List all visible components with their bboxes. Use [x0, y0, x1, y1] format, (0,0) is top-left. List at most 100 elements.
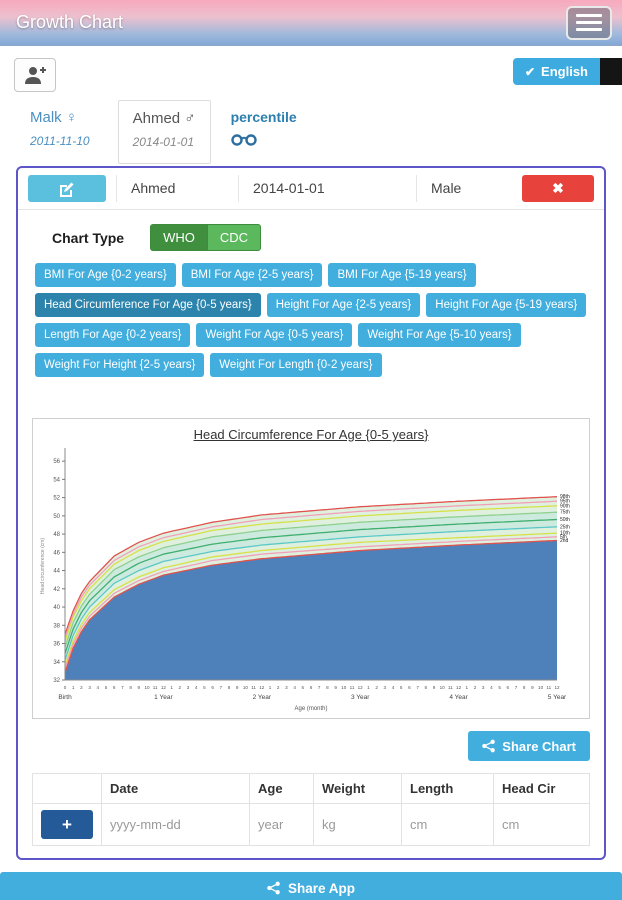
language-label: English [541, 64, 588, 79]
table-entry-row: + [32, 803, 590, 846]
svg-text:2: 2 [179, 685, 182, 690]
age-input[interactable] [258, 817, 305, 832]
svg-text:12: 12 [358, 685, 364, 690]
share-app-button[interactable]: Share App [0, 872, 622, 900]
svg-text:52: 52 [53, 496, 60, 502]
svg-text:7: 7 [416, 685, 419, 690]
svg-text:Birth: Birth [58, 694, 72, 701]
svg-text:48: 48 [53, 532, 60, 538]
svg-text:5: 5 [302, 685, 305, 690]
menu-button[interactable] [566, 5, 612, 40]
chart-type-option-bmi-2-5[interactable]: BMI For Age {2-5 years} [181, 263, 323, 287]
svg-text:12: 12 [456, 685, 462, 690]
chart-type-option-bmi-0-2[interactable]: BMI For Age {0-2 years} [35, 263, 176, 287]
chart-type-option-weight-height-2-5[interactable]: Weight For Height {2-5 years} [35, 353, 205, 377]
edit-patient-button[interactable] [28, 175, 106, 202]
standard-cdc-button[interactable]: CDC [206, 224, 262, 251]
header-add [32, 773, 102, 804]
header-age: Age [249, 773, 314, 804]
svg-text:10th: 10th [560, 531, 570, 537]
svg-text:10: 10 [144, 685, 150, 690]
patient-tab-ahmed[interactable]: Ahmed ♂ 2014-01-01 [117, 100, 211, 164]
svg-text:11: 11 [251, 685, 256, 690]
svg-text:75th: 75th [560, 510, 570, 516]
svg-text:40: 40 [53, 605, 60, 611]
patient-gender-value: Male [416, 175, 522, 202]
svg-text:10: 10 [341, 685, 347, 690]
svg-text:2: 2 [80, 685, 83, 690]
svg-text:42: 42 [53, 587, 60, 593]
language-menu-stub[interactable] [600, 58, 622, 85]
svg-text:6: 6 [507, 685, 510, 690]
chart-type-option-length-0-2[interactable]: Length For Age {0-2 years} [35, 323, 191, 347]
chart-type-option-headcirc-0-5[interactable]: Head Circumference For Age {0-5 years} [35, 293, 261, 317]
length-input[interactable] [410, 817, 485, 832]
svg-text:7: 7 [318, 685, 321, 690]
head-cir-input[interactable] [502, 817, 581, 832]
percentile-toggle[interactable]: percentile [211, 100, 317, 164]
chart-type-option-weight-length-0-2[interactable]: Weight For Length {0-2 years} [210, 353, 382, 377]
language-button[interactable]: ✔ English [512, 58, 600, 85]
chart-type-option-weight-age-5-10[interactable]: Weight For Age {5-10 years} [358, 323, 521, 347]
chart-type-options: BMI For Age {0-2 years} BMI For Age {2-5… [18, 255, 604, 388]
svg-text:9: 9 [236, 685, 239, 690]
edit-icon [60, 182, 74, 197]
svg-text:12: 12 [554, 685, 560, 690]
svg-text:6: 6 [113, 685, 116, 690]
svg-text:Age (month): Age (month) [294, 706, 327, 712]
svg-text:7: 7 [121, 685, 124, 690]
patient-dob-value: 2014-01-01 [238, 175, 416, 202]
patient-tab-malk[interactable]: Malk ♀ 2011-11-10 [16, 100, 104, 164]
share-icon [482, 739, 496, 753]
svg-text:9: 9 [433, 685, 436, 690]
svg-text:10: 10 [243, 685, 249, 690]
svg-text:1: 1 [466, 685, 469, 690]
svg-text:5: 5 [498, 685, 501, 690]
weight-input[interactable] [322, 817, 393, 832]
svg-text:11: 11 [448, 685, 453, 690]
share-chart-row: Share Chart [18, 727, 604, 771]
svg-text:7: 7 [220, 685, 223, 690]
svg-text:3: 3 [384, 685, 387, 690]
svg-text:44: 44 [53, 569, 60, 575]
svg-text:38: 38 [53, 623, 60, 629]
svg-text:50th: 50th [560, 517, 570, 523]
svg-text:2nd: 2nd [560, 538, 569, 544]
patient-name: Malk ♀ [30, 109, 78, 126]
svg-text:10: 10 [440, 685, 446, 690]
svg-text:4: 4 [490, 685, 493, 690]
svg-text:32: 32 [53, 678, 60, 684]
menu-icon [576, 14, 602, 17]
patient-dob: 2011-11-10 [30, 134, 90, 148]
share-icon [267, 881, 280, 895]
growth-chart: Head Circumference For Age {0-5 years} 3… [32, 418, 590, 719]
patient-panel: Ahmed 2014-01-01 Male ✖ Chart Type WHO C… [16, 166, 606, 860]
svg-text:10: 10 [538, 685, 544, 690]
svg-text:56: 56 [53, 459, 60, 465]
svg-text:8: 8 [425, 685, 428, 690]
share-chart-button[interactable]: Share Chart [468, 731, 590, 761]
svg-text:0: 0 [64, 685, 67, 690]
svg-text:4 Year: 4 Year [449, 694, 468, 701]
chart-type-option-weight-age-0-5[interactable]: Weight For Age {0-5 years} [196, 323, 353, 347]
svg-text:36: 36 [53, 642, 60, 648]
svg-text:2: 2 [375, 685, 378, 690]
add-patient-button[interactable] [14, 58, 56, 92]
delete-patient-button[interactable]: ✖ [522, 175, 594, 202]
check-icon: ✔ [524, 64, 536, 79]
svg-text:46: 46 [53, 550, 60, 556]
chart-type-option-bmi-5-19[interactable]: BMI For Age {5-19 years} [328, 263, 476, 287]
measurements-table: Date Age Weight Length Head Cir + [32, 773, 590, 846]
chart-type-option-height-5-19[interactable]: Height For Age {5-19 years} [426, 293, 587, 317]
add-measurement-button[interactable]: + [41, 810, 93, 839]
chart-type-option-height-2-5[interactable]: Height For Age {2-5 years} [266, 293, 421, 317]
standard-who-button[interactable]: WHO [150, 224, 207, 251]
chart-title: Head Circumference For Age {0-5 years} [193, 427, 429, 442]
svg-text:11: 11 [153, 685, 158, 690]
svg-text:6: 6 [408, 685, 411, 690]
date-input[interactable] [110, 817, 241, 832]
svg-text:1: 1 [72, 685, 75, 690]
svg-text:1: 1 [170, 685, 173, 690]
app-header: Growth Chart [0, 0, 622, 46]
